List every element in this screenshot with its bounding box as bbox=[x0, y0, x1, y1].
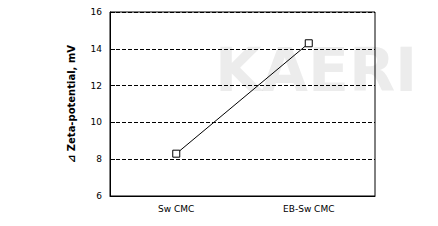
svg-text:⊿ Zeta-potential, mV: ⊿ Zeta-potential, mV bbox=[66, 45, 77, 163]
svg-text:8: 8 bbox=[96, 154, 102, 164]
svg-text:16: 16 bbox=[91, 7, 103, 17]
svg-text:14: 14 bbox=[91, 44, 103, 54]
svg-text:EB-Sw CMC: EB-Sw CMC bbox=[283, 204, 334, 214]
svg-text:12: 12 bbox=[91, 81, 102, 91]
svg-text:Sw CMC: Sw CMC bbox=[158, 204, 194, 214]
svg-text:6: 6 bbox=[96, 191, 102, 201]
svg-text:10: 10 bbox=[91, 117, 103, 127]
svg-text:KAERI: KAERI bbox=[215, 35, 417, 105]
